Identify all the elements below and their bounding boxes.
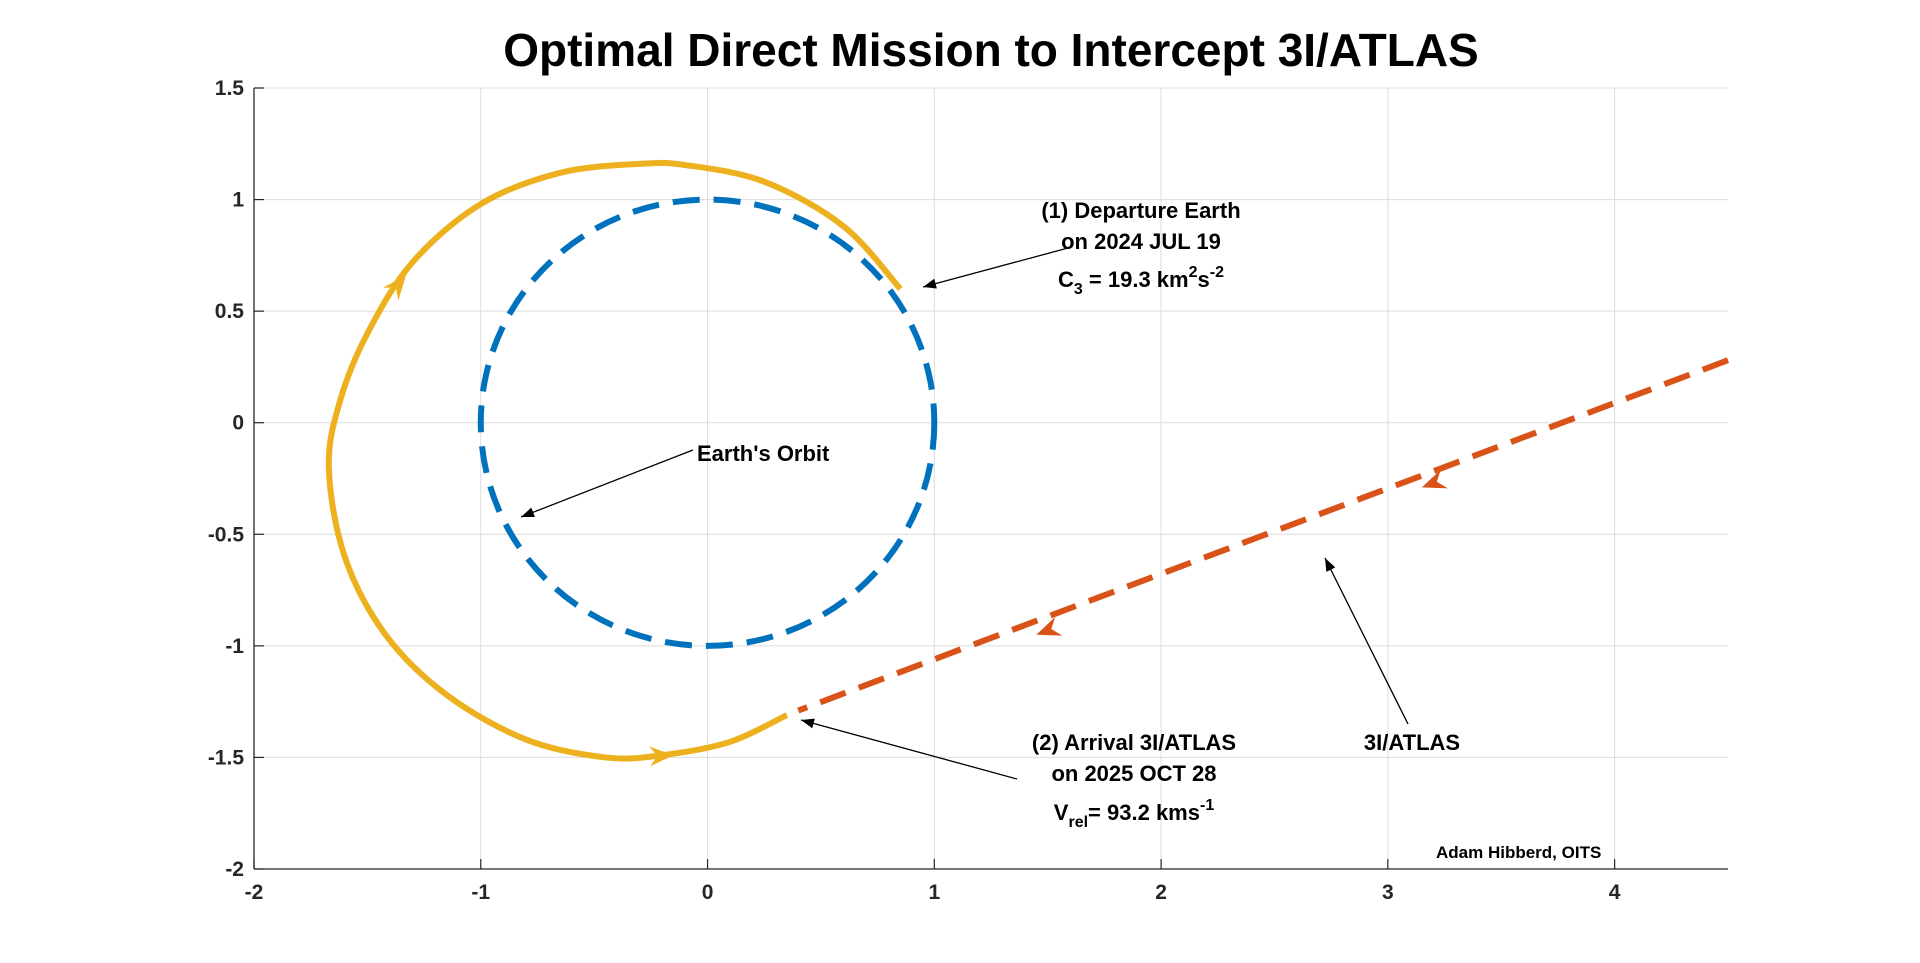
- plot-area: [254, 88, 1728, 869]
- transfer-direction-arrowhead: [649, 746, 674, 767]
- earth-orbit-label: Earth's Orbit: [697, 441, 830, 466]
- departure-label-line1: (1) Departure Earth: [1041, 198, 1240, 223]
- departure-pointer: [922, 247, 1069, 288]
- arrival-pointer: [800, 719, 1018, 780]
- x-tick-label: 0: [702, 881, 714, 904]
- arrival-label-line2: on 2025 OCT 28: [1051, 761, 1216, 786]
- x-tick-label: -1: [471, 881, 490, 904]
- atlas-direction-arrowhead: [1036, 616, 1063, 636]
- y-tick-label: 0: [232, 412, 244, 435]
- y-tick-label: -0.5: [208, 523, 245, 546]
- y-tick-label: 1: [232, 189, 244, 212]
- transfer-direction-arrowhead: [382, 275, 406, 301]
- arrival-label-line1: (2) Arrival 3I/ATLAS: [1032, 730, 1236, 755]
- transfer-trajectory-line: [325, 159, 903, 762]
- arrival-vrel-formula: Vrel= 93.2 kms-1: [1054, 797, 1215, 831]
- earth-orbit-pointer: [520, 449, 694, 518]
- y-tick-label: 1.5: [215, 77, 245, 100]
- chart-title: Optimal Direct Mission to Intercept 3I/A…: [503, 24, 1479, 76]
- y-tick-label: 0.5: [215, 300, 245, 323]
- atlas-label: 3I/ATLAS: [1364, 730, 1460, 755]
- x-tick-label: 4: [1609, 881, 1621, 904]
- departure-c3-formula: C3 = 19.3 km2s-2: [1058, 264, 1224, 298]
- x-tick-label: 2: [1155, 881, 1167, 904]
- x-tick-label: 1: [928, 881, 940, 904]
- annotation-arrows: [520, 247, 1409, 780]
- series-group: [325, 159, 1730, 767]
- x-tick-label: 3: [1382, 881, 1394, 904]
- y-tick-label: -1: [225, 635, 244, 658]
- atlas-direction-arrowhead: [1421, 469, 1448, 489]
- author-credit: Adam Hibberd, OITS: [1436, 843, 1601, 862]
- x-tick-label: -2: [245, 881, 264, 904]
- departure-pointer-head: [923, 278, 937, 289]
- earth-orbit-pointer-head: [521, 507, 535, 517]
- axes: -2 -1 0 1 2 3 4 -2 -1.5 -1 -0.5 0 0.5 1 1.5: [208, 77, 1728, 904]
- departure-label-line2: on 2024 JUL 19: [1061, 229, 1221, 254]
- earth-orbit-line: [477, 196, 938, 649]
- atlas-trajectory-line: [797, 357, 1730, 714]
- y-tick-label: -1.5: [208, 746, 245, 769]
- arrival-pointer-head: [801, 718, 815, 729]
- atlas-pointer-head: [1325, 558, 1336, 572]
- atlas-pointer: [1324, 557, 1409, 725]
- y-tick-label: -2: [225, 858, 244, 881]
